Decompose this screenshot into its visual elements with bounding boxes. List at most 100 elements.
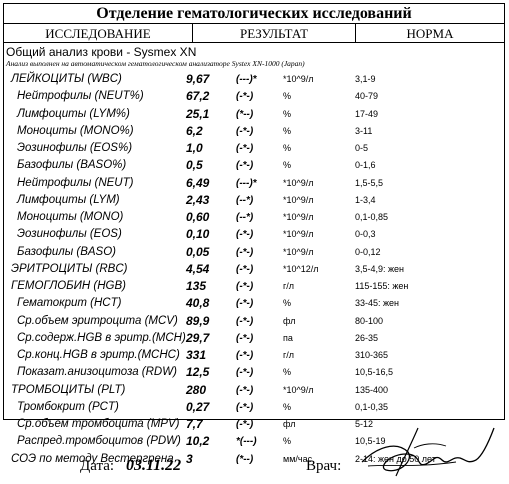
test-unit: мм/час [283, 453, 313, 464]
result-row: Эозинофилы (EOS) 0,10 (-*-) *10^9/л 0-0,3 [4, 225, 504, 242]
test-flag: (-*-) [236, 125, 254, 137]
test-name: Эозинофилы (EOS%) [17, 142, 133, 154]
test-norm: 135-400 [355, 384, 389, 395]
test-name: ЭРИТРОЦИТЫ (RBC) [11, 262, 128, 275]
test-norm: 0-0,12 [355, 246, 381, 257]
test-norm: 0-5 [355, 143, 369, 153]
test-flag: (-*-) [236, 229, 254, 241]
result-row: Эозинофилы (EOS%) 1,0 (-*-)% 0-5 [4, 139, 504, 156]
test-name: Ср.конц.HGB в эритр.(MCHC) [17, 349, 180, 361]
test-norm: 2-14: жен до 50 лет [355, 453, 436, 464]
test-name: Базофилы (BASO%) [17, 159, 127, 172]
doctor-label: Врач: [306, 458, 342, 474]
result-row: Показат.анизоцитоза (RDW) 12,5 (-*-)% 10,5-… [4, 363, 504, 380]
test-flag: (---)* [236, 177, 257, 189]
test-flag: (--*) [236, 194, 254, 206]
test-flag: (-*-) [236, 384, 254, 396]
test-value: 29,7 [186, 330, 210, 345]
test-value: 12,5 [186, 365, 210, 380]
test-value: 10,2 [186, 434, 210, 449]
result-row: Лимфоциты (LYM%) 25,1 (*--)% 17-49 [4, 105, 504, 122]
test-value: 0,60 [186, 210, 210, 224]
test-flag: (*--) [236, 108, 254, 120]
test-value: 4,54 [186, 261, 210, 276]
test-flag: (-*-) [236, 332, 254, 344]
test-value: 89,9 [186, 313, 210, 328]
test-flag: (-*-) [236, 91, 254, 103]
test-value: 0,5 [186, 158, 203, 173]
test-unit: *10^9/л [283, 74, 314, 84]
test-norm: 5-12 [355, 419, 374, 429]
test-value: 0,27 [186, 399, 210, 414]
test-unit: г/л [283, 281, 295, 291]
test-value: 3 [186, 451, 193, 466]
result-row: ТРОМБОЦИТЫ (PLT) 280 (-*-) *10^9/л 135-400 [4, 381, 504, 398]
test-unit: % [283, 125, 292, 136]
test-unit: % [283, 91, 292, 102]
test-name: Моноциты (MONO%) [17, 124, 134, 137]
test-norm: 17-49 [355, 108, 379, 119]
test-unit: % [283, 367, 292, 378]
test-flag: (-*-) [236, 401, 254, 413]
test-name: ЛЕЙКОЦИТЫ (WBC) [11, 73, 122, 85]
test-name: Эозинофилы (EOS) [17, 228, 122, 241]
result-row: Моноциты (MONO%) 6,2 (-*-)% 3-11 [4, 122, 504, 139]
test-flag: (-*-) [236, 246, 254, 258]
result-row: Тромбокрит (PCT) 0,27 (-*-)% 0,1-0,35 [4, 398, 504, 415]
test-name: Нейтрофилы (NEUT%) [17, 90, 144, 103]
test-name: Ср.объем тромбоцита (MPV) [17, 418, 180, 430]
result-row: Ср.объем тромбоцита (MPV) 7,7 (-*-) фл 5-12 [4, 415, 504, 432]
test-value: 6,2 [186, 123, 203, 138]
column-header-norm: НОРМА [356, 24, 504, 43]
column-header-test: ИССЛЕДОВАНИЕ [4, 24, 193, 43]
test-unit: *10^12/л [283, 263, 319, 274]
test-unit: % [283, 143, 292, 153]
date-label: Дата: [80, 458, 115, 474]
test-flag: (-*-) [236, 315, 254, 327]
test-value: 9,67 [186, 72, 210, 86]
test-value: 6,49 [186, 175, 210, 190]
test-unit: % [283, 108, 292, 119]
result-row: ЭРИТРОЦИТЫ (RBC) 4,54 (-*-) *10^12/л 3,5-4,9… [4, 260, 504, 277]
test-name: Моноциты (MONO) [17, 211, 124, 223]
test-name: Показат.анизоцитоза (RDW) [17, 366, 177, 379]
test-name: Лимфоциты (LYM%) [17, 107, 130, 120]
date-value: 03.11.22 [126, 457, 182, 474]
test-flag: (---)* [236, 74, 257, 85]
test-name: Лимфоциты (LYM) [17, 193, 120, 206]
result-row: Нейтрофилы (NEUT%) 67,2 (-*-)% 40-79 [4, 87, 504, 104]
result-row: Моноциты (MONO) 0,60 (--*) *10^9/л 0,1-0,85 [4, 208, 504, 225]
department-title: Отделение гематологических исследований [4, 4, 504, 24]
doctor-signature [361, 427, 495, 477]
test-norm: 0,1-0,85 [355, 212, 389, 222]
result-row: ГЕМОГЛОБИН (HGB) 135 (-*-) г/л 115-155: жен [4, 277, 504, 294]
test-flag: (*--) [236, 453, 254, 465]
result-row: Базофилы (BASO) 0,05 (-*-) *10^9/л 0-0,12 [4, 243, 504, 260]
test-name: Тромбокрит (PCT) [17, 400, 119, 413]
test-name: СОЭ по методу Вестергрена [11, 452, 174, 465]
test-norm: 3-11 [355, 125, 373, 136]
result-row: Базофилы (BASO%) 0,5 (-*-)% 0-1,6 [4, 156, 504, 173]
test-unit: г/л [283, 350, 295, 360]
results-list: ЛЕЙКОЦИТЫ (WBC) 9,67 (---)* *10^9/л 3,1-9 Ней… [4, 70, 504, 467]
report-table: Отделение гематологических исследований … [3, 3, 505, 465]
test-value: 331 [186, 348, 207, 362]
test-norm: 1,5-5,5 [355, 177, 384, 188]
result-row: СОЭ по методу Вестергрена 3 (*--) мм/час 2-1… [4, 450, 504, 467]
test-norm: 10,5-16,5 [355, 367, 394, 378]
test-norm: 0,1-0,35 [355, 401, 389, 412]
result-row: Ср.объем эритроцита (MCV) 89,9 (-*-) фл 80-1… [4, 312, 504, 329]
test-unit: фл [283, 315, 296, 326]
test-flag: (--*) [236, 212, 254, 223]
test-value: 135 [186, 279, 207, 293]
test-name: Распред.тромбоцитов (PDW) [17, 435, 181, 448]
test-norm: 26-35 [355, 332, 379, 343]
test-unit: % [283, 436, 292, 447]
test-value: 7,7 [186, 417, 203, 431]
test-value: 25,1 [186, 106, 210, 121]
test-value: 0,10 [186, 227, 210, 242]
test-unit: *10^9/л [283, 229, 314, 240]
test-flag: (-*-) [236, 419, 254, 430]
test-name: ГЕМОГЛОБИН (HGB) [11, 280, 126, 292]
result-row: Нейтрофилы (NEUT) 6,49 (---)* *10^9/л 1,5-5,… [4, 174, 504, 191]
